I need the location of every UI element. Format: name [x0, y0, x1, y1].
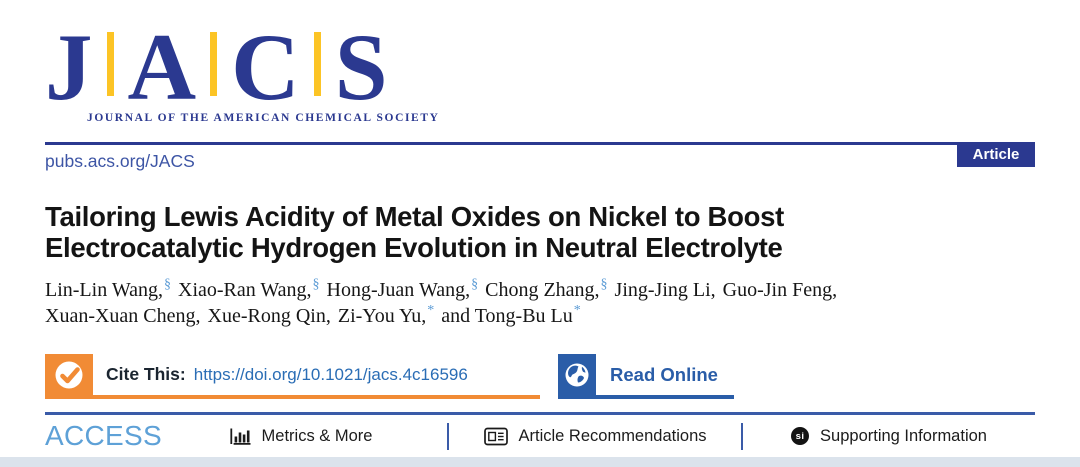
nav-zone-metrics: Metrics & More — [155, 427, 447, 446]
check-circle-icon — [55, 361, 83, 389]
author-affiliation-marker: § — [312, 277, 320, 293]
author-line1: Lin-Lin Wang,§ Xiao-Ran Wang,§ Hong-Juan W… — [45, 277, 1035, 303]
article-title: Tailoring Lewis Acidity of Metal Oxides … — [45, 201, 1035, 263]
newspaper-icon — [483, 427, 508, 445]
author-affiliation-marker: § — [471, 277, 479, 293]
author: Xue-Rong Qin, — [207, 305, 331, 328]
next-section-edge — [0, 457, 1080, 467]
logo-gold-bar — [106, 32, 114, 97]
si-badge-icon: si — [791, 427, 810, 446]
author-corresponding-marker: * — [573, 303, 581, 319]
nav-zone-recommendations: Article Recommendations — [449, 427, 741, 446]
article-title-line1: Tailoring Lewis Acidity of Metal Oxides … — [45, 201, 784, 233]
logo-letter-j: J — [45, 14, 93, 120]
author: Lin-Lin Wang,§ — [45, 277, 171, 302]
read-online-button[interactable]: Read Online — [558, 354, 734, 400]
supporting-label: Supporting Information — [820, 426, 987, 445]
author-list: Lin-Lin Wang,§ Xiao-Ran Wang,§ Hong-Juan W… — [45, 277, 1035, 329]
nav-divider — [741, 422, 743, 450]
author-affiliation-marker: § — [600, 277, 608, 293]
globe-icon — [565, 363, 589, 387]
author: Jing-Jing Li, — [614, 279, 716, 302]
author: Chong Zhang,§ — [485, 277, 608, 302]
metrics-and-more-link[interactable]: Metrics & More — [229, 426, 373, 446]
author: Xuan-Xuan Cheng, — [45, 305, 201, 328]
metrics-label: Metrics & More — [261, 426, 373, 445]
header-rule — [45, 142, 957, 146]
nav-top-rule — [45, 412, 1035, 415]
check-square — [45, 354, 93, 396]
article-title-line2: Electrocatalytic Hydrogen Evolution in N… — [45, 232, 783, 264]
read-online-label: Read Online — [610, 363, 718, 385]
jacs-logo: J A C S JOURNAL OF THE AMERICAN CHEMICAL… — [45, 0, 1035, 124]
bar-chart-icon — [229, 428, 251, 445]
access-label: ACCESS — [45, 420, 162, 452]
author-affiliation-marker: § — [164, 277, 171, 293]
article-recommendations-link[interactable]: Article Recommendations — [483, 426, 707, 446]
header-rule-row: Article — [45, 142, 1035, 168]
nav-divider — [447, 422, 449, 450]
logo-letter-s: S — [334, 14, 388, 120]
nav-row: ACCESS Metrics & More — [45, 415, 1035, 458]
logo-gold-bar — [210, 32, 218, 97]
recommendations-label: Article Recommendations — [518, 426, 707, 445]
nav-zone-supporting: si Supporting Information — [743, 427, 1035, 446]
article-resources-nav: ACCESS Metrics & More — [45, 412, 1035, 461]
author-line2: Xuan-Xuan Cheng, Xue-Rong Qin, Zi-You Yu,*… — [45, 303, 1035, 329]
author-corresponding-marker: * — [427, 303, 435, 319]
globe-square — [558, 354, 596, 396]
journal-name: JOURNAL OF THE AMERICAN CHEMICAL SOCIETY — [87, 112, 440, 125]
author: Guo-Jin Feng, — [722, 279, 838, 302]
logo-gold-bar — [313, 32, 321, 97]
access-button[interactable]: ACCESS — [45, 420, 162, 452]
jacs-logo-letters: J A C S — [45, 14, 1035, 120]
logo-letter-c: C — [231, 14, 300, 120]
doi-link[interactable]: https://doi.org/10.1021/jacs.4c16596 — [193, 364, 468, 384]
author: and Tong-Bu Lu* — [441, 303, 581, 328]
logo-letter-a: A — [127, 14, 197, 120]
author: Zi-You Yu,* — [337, 303, 435, 328]
supporting-information-link[interactable]: si Supporting Information — [791, 427, 987, 446]
journal-site-url[interactable]: pubs.acs.org/JACS — [45, 151, 195, 172]
cite-this-label: Cite This: — [106, 364, 186, 385]
author: Xiao-Ran Wang,§ — [178, 277, 320, 302]
cite-row: Cite This: https://doi.org/10.1021/jacs.… — [45, 354, 1035, 400]
author: Hong-Juan Wang,§ — [326, 277, 479, 302]
cite-this-badge[interactable]: Cite This: https://doi.org/10.1021/jacs.… — [45, 354, 540, 400]
article-type-badge: Article — [957, 142, 1035, 168]
